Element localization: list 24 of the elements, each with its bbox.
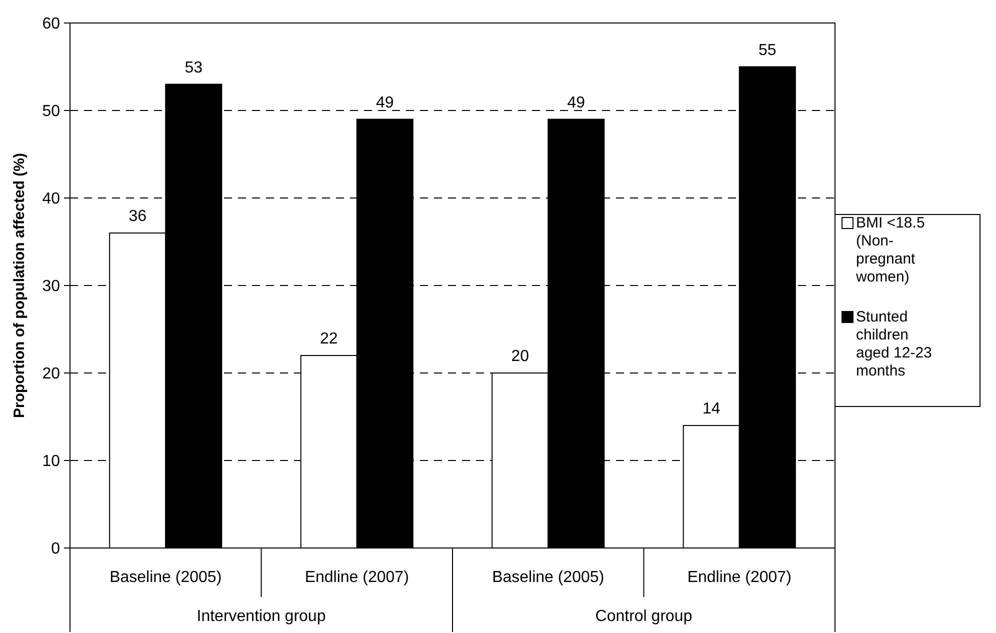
data-label: 53: [184, 59, 203, 76]
legend-label: BMI <18.5 (Non-pregnant women): [855, 214, 925, 286]
data-label: 14: [702, 400, 720, 418]
legend-label: Stunted children aged 12-23 months: [856, 308, 932, 380]
y-tick-label: 0: [51, 540, 60, 558]
data-label: 36: [128, 208, 147, 225]
x-tick-label: Endline (2007): [687, 569, 792, 586]
text: Control group: [595, 608, 692, 625]
text: Intervention group: [196, 608, 326, 625]
data-label: 22: [320, 330, 338, 348]
data-label: 20: [511, 348, 530, 365]
data-label: 49: [567, 94, 586, 112]
y-tick-label: 10: [42, 453, 60, 470]
y-tick-label: 60: [42, 16, 60, 33]
data-label: 49: [376, 94, 394, 112]
y-tick-label: 30: [42, 278, 60, 296]
x-tick-label: Baseline (2005): [110, 569, 222, 586]
x-tick-label: Endline (2007): [304, 569, 409, 586]
y-tick-label: 20: [42, 366, 60, 383]
y-tick-label: 40: [42, 190, 60, 208]
y-tick-label: 50: [42, 103, 60, 120]
y-axis-title: Proportion of population affected (%): [11, 153, 28, 418]
x-tick-label: Baseline (2005): [492, 569, 604, 586]
data-label: 55: [758, 42, 776, 59]
